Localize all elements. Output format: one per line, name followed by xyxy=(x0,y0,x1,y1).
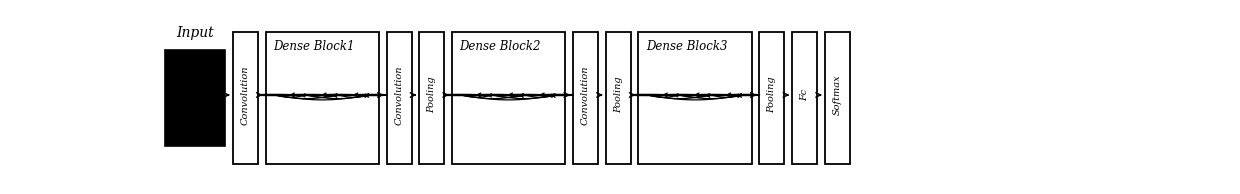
Text: Convolution: Convolution xyxy=(241,65,249,125)
Bar xyxy=(573,32,598,164)
Text: Convolution: Convolution xyxy=(582,65,590,125)
Ellipse shape xyxy=(321,94,356,95)
Text: Fc: Fc xyxy=(800,89,810,101)
Text: Pooling: Pooling xyxy=(614,77,622,113)
Bar xyxy=(825,32,849,164)
Ellipse shape xyxy=(507,94,542,95)
Text: Softmax: Softmax xyxy=(833,75,842,115)
Ellipse shape xyxy=(539,94,574,95)
Bar xyxy=(419,32,444,164)
Ellipse shape xyxy=(630,94,665,95)
Text: Input: Input xyxy=(176,26,213,40)
Ellipse shape xyxy=(693,94,728,95)
Bar xyxy=(605,32,631,164)
Ellipse shape xyxy=(289,94,324,95)
Bar xyxy=(792,32,817,164)
Text: Dense Block1: Dense Block1 xyxy=(273,40,355,53)
Bar xyxy=(233,32,258,164)
Text: Convolution: Convolution xyxy=(394,65,403,125)
Ellipse shape xyxy=(662,94,697,95)
Text: Pooling: Pooling xyxy=(768,77,776,113)
Ellipse shape xyxy=(725,94,760,95)
Text: Dense Block3: Dense Block3 xyxy=(646,40,728,53)
Bar xyxy=(639,32,751,164)
Bar xyxy=(759,32,785,164)
Bar xyxy=(451,32,565,164)
Bar xyxy=(265,32,379,164)
Ellipse shape xyxy=(444,94,479,95)
Text: Pooling: Pooling xyxy=(428,77,436,113)
Text: Dense Block2: Dense Block2 xyxy=(460,40,541,53)
Ellipse shape xyxy=(475,94,510,95)
Ellipse shape xyxy=(352,94,387,95)
Bar xyxy=(387,32,412,164)
Bar xyxy=(165,50,226,146)
Ellipse shape xyxy=(258,94,291,95)
